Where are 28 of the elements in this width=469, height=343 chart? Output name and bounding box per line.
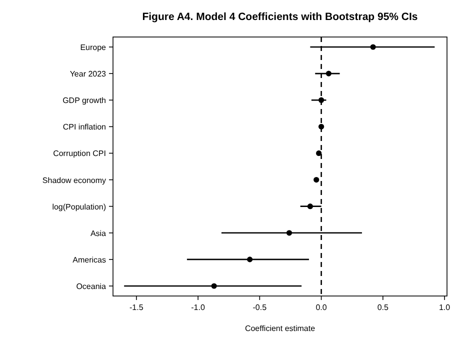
x-tick-label: 0.0: [316, 303, 328, 312]
y-tick-label: Americas: [72, 255, 106, 264]
y-tick-label: GDP growth: [62, 96, 106, 106]
chart-title: Figure A4. Model 4 Coefficients with Bootstrap 95% CIs: [142, 11, 418, 23]
point: [318, 97, 324, 103]
x-tick-label: 0.5: [377, 303, 390, 312]
point: [326, 70, 332, 76]
x-tick-label: -0.5: [252, 303, 268, 312]
y-tick-label: Corruption CPI: [53, 149, 106, 158]
point: [247, 256, 253, 262]
point: [211, 283, 217, 289]
y-tick-label: Shadow economy: [42, 176, 106, 185]
x-tick-label: -1.5: [130, 303, 144, 312]
x-axis-title: Coefficient estimate: [244, 324, 316, 333]
point: [370, 44, 376, 50]
point: [307, 204, 313, 210]
y-tick-label: Europe: [80, 43, 107, 52]
x-tick-label: 1.0: [438, 303, 451, 312]
x-tick-label: -1.0: [191, 303, 206, 312]
y-tick-label: Year 2023: [70, 70, 107, 79]
y-tick-label: Oceania: [76, 282, 107, 291]
point: [318, 124, 324, 130]
point: [314, 176, 320, 183]
y-tick-label: CPI inflation: [62, 122, 106, 132]
point: [316, 150, 322, 156]
y-tick-label: Asia: [90, 228, 107, 238]
point: [286, 230, 292, 236]
y-tick-label: log(Population): [52, 202, 106, 212]
